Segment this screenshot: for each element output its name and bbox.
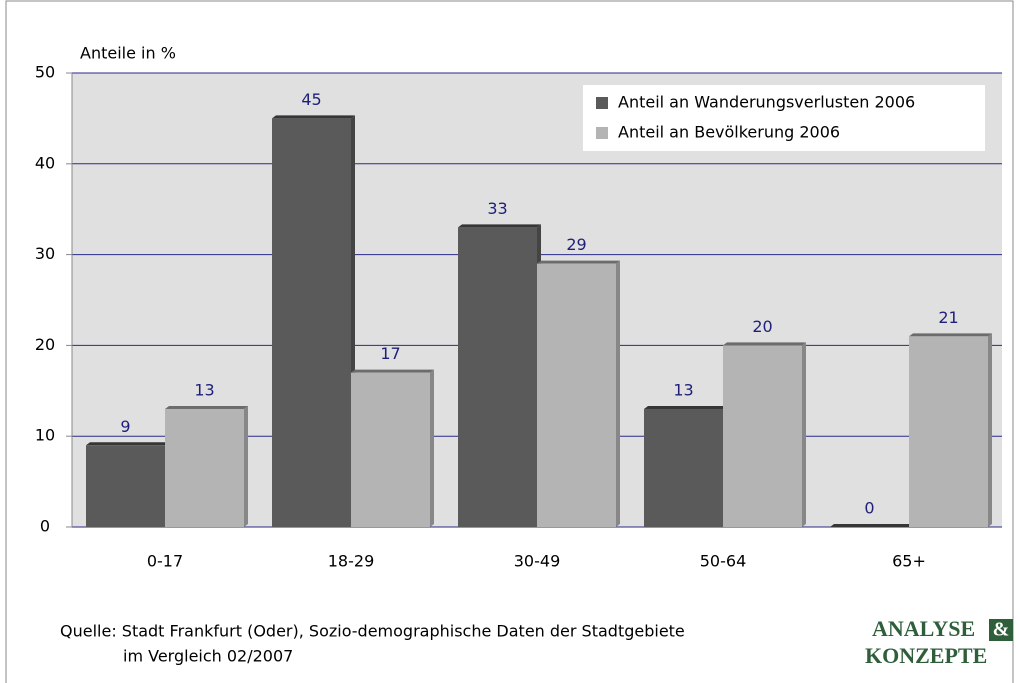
bar-side [430,369,434,527]
logo: & [993,619,1010,641]
value-label: 13 [673,380,693,399]
value-label: 9 [120,417,130,436]
bar [165,408,244,527]
y-tick-label: 20 [35,335,55,354]
bar [644,408,723,527]
bar-top [830,524,913,527]
bar-side [244,405,248,527]
value-label: 0 [864,499,874,518]
bar [351,372,430,527]
logo: ANALYSE [872,616,975,641]
value-label: 17 [380,344,400,363]
bar-top [644,405,727,409]
bar [272,118,351,528]
y-tick-label: 0 [40,517,50,536]
logo-box [989,619,1013,641]
legend-swatch [596,97,608,109]
bar-top [86,442,169,446]
y-tick-label: 50 [35,63,55,82]
y-tick-label: 30 [35,244,55,263]
bar-top [909,333,992,337]
x-tick-label: 0-17 [147,552,183,571]
bar [723,345,802,527]
bar-top [537,260,620,264]
logo: KONZEPTE [865,643,987,668]
bar [909,336,988,527]
legend-label: Anteil an Wanderungsverlusten 2006 [618,93,915,112]
frame [5,0,1014,683]
bar-side [616,260,620,527]
source-line: im Vergleich 02/2007 [123,647,293,666]
value-label: 33 [487,199,507,218]
value-label: 45 [301,90,321,109]
bar [537,263,616,527]
bar-top [272,115,355,119]
value-label: 29 [566,235,586,254]
bar-top [723,342,806,346]
legend-label: Anteil an Bevölkerung 2006 [618,123,840,142]
bar-top [351,369,434,373]
value-label: 13 [194,380,214,399]
value-label: 21 [938,308,958,327]
bar [86,445,165,527]
source-line: Quelle: Stadt Frankfurt (Oder), Sozio-de… [60,622,685,641]
bar-side [988,333,992,527]
x-tick-label: 30-49 [514,552,561,571]
bar-top [458,224,541,228]
bar-side [802,342,806,527]
legend-box [583,85,985,151]
y-tick-label: 10 [35,426,55,445]
y-axis-label: Anteile in % [80,44,176,63]
x-tick-label: 18-29 [328,552,375,571]
legend-swatch [596,127,608,139]
x-tick-label: 50-64 [700,552,747,571]
x-tick-label: 65+ [892,552,926,571]
y-tick-label: 40 [35,153,55,172]
bar-top [165,405,248,409]
bar [458,227,537,528]
value-label: 20 [752,317,772,336]
